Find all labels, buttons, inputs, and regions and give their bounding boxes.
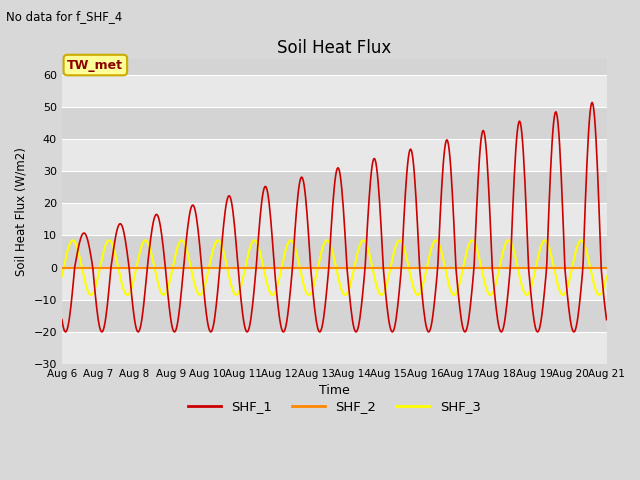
Bar: [62, 203, 607, 235]
Text: No data for f_SHF_4: No data for f_SHF_4: [6, 10, 123, 23]
Bar: [62, 139, 607, 171]
Bar: [62, 171, 607, 203]
X-axis label: Time: Time: [319, 384, 349, 397]
Text: TW_met: TW_met: [67, 59, 124, 72]
Bar: [62, 300, 607, 332]
Bar: [62, 235, 607, 267]
Legend: SHF_1, SHF_2, SHF_3: SHF_1, SHF_2, SHF_3: [182, 395, 486, 419]
Bar: [62, 74, 607, 107]
Y-axis label: Soil Heat Flux (W/m2): Soil Heat Flux (W/m2): [15, 147, 28, 276]
Bar: [62, 59, 607, 74]
Bar: [62, 267, 607, 300]
Title: Soil Heat Flux: Soil Heat Flux: [277, 39, 392, 57]
Bar: [62, 107, 607, 139]
Bar: [62, 332, 607, 364]
